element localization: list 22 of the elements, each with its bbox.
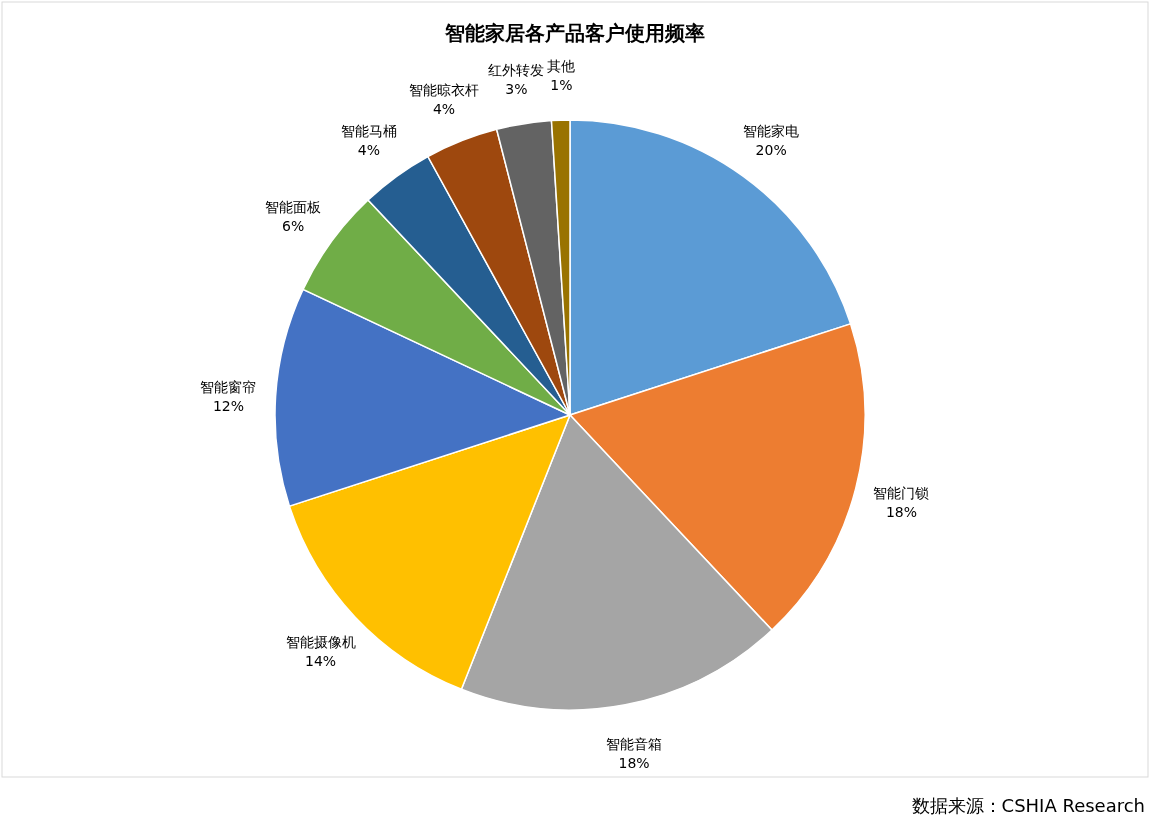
slice-label: 智能音箱 bbox=[606, 736, 663, 753]
data-label: 1% bbox=[550, 76, 573, 93]
data-label: 18% bbox=[885, 504, 918, 521]
slice-label: 其他 bbox=[547, 57, 576, 74]
data-label: 4% bbox=[432, 100, 456, 117]
slice-label: 智能家电 bbox=[743, 123, 800, 140]
slice-label: 智能马桶 bbox=[340, 123, 397, 140]
data-label: 4% bbox=[357, 142, 380, 159]
chart-title: 智能家居各产品客户使用频率 bbox=[444, 21, 705, 45]
data-label: 14% bbox=[304, 653, 337, 670]
data-label: 3% bbox=[505, 81, 528, 98]
data-label: 20% bbox=[755, 142, 787, 159]
source-note: 数据来源：CSHIA Research bbox=[911, 795, 1145, 816]
slice-label: 智能面板 bbox=[265, 198, 322, 215]
data-label: 6% bbox=[282, 217, 305, 234]
data-label: 18% bbox=[618, 755, 650, 772]
slice-label: 智能晾衣杆 bbox=[409, 81, 480, 98]
slice-label: 智能门锁 bbox=[873, 485, 930, 502]
slice-label: 红外转发 bbox=[488, 62, 545, 79]
slice-label: 智能摄像机 bbox=[285, 634, 356, 651]
data-label: 12% bbox=[212, 397, 245, 414]
slice-label: 智能窗帘 bbox=[200, 378, 257, 395]
